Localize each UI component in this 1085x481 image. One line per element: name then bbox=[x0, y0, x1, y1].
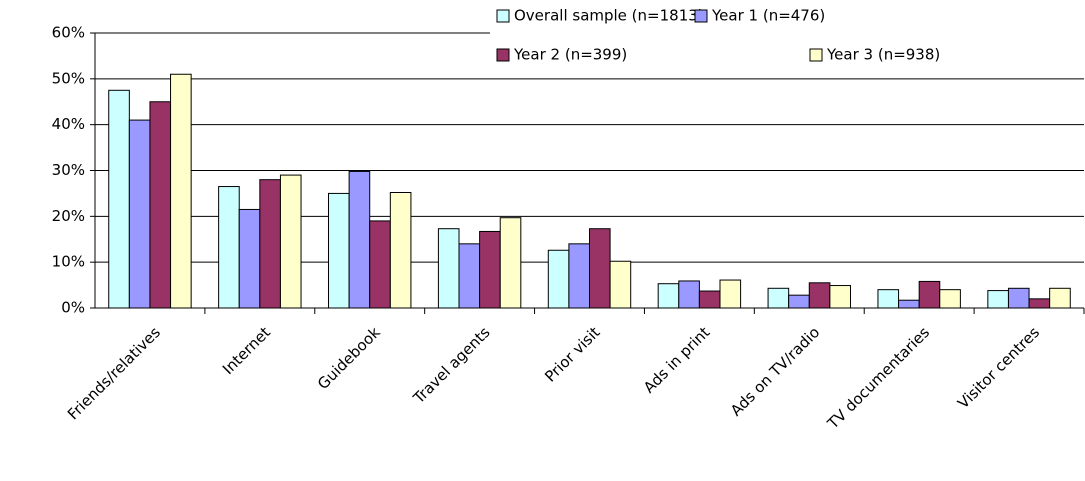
bar bbox=[218, 186, 240, 309]
legend-swatch bbox=[496, 48, 510, 62]
legend-swatch bbox=[809, 48, 823, 62]
bar bbox=[788, 294, 810, 309]
bar bbox=[767, 287, 790, 309]
bar bbox=[437, 228, 460, 309]
bar bbox=[499, 217, 522, 309]
bar bbox=[128, 119, 151, 309]
bar bbox=[328, 192, 350, 309]
bar bbox=[108, 89, 130, 309]
legend-label: Year 2 (n=399) bbox=[513, 46, 627, 64]
y-tick-label: 60% bbox=[52, 24, 85, 42]
bar bbox=[458, 243, 481, 309]
bar bbox=[698, 290, 721, 309]
bar bbox=[1028, 298, 1051, 309]
x-tick-label: Travel agents bbox=[409, 323, 494, 408]
y-tick-label: 10% bbox=[52, 253, 85, 271]
legend-box bbox=[490, 0, 1085, 72]
bar bbox=[369, 220, 391, 309]
bar bbox=[829, 285, 851, 309]
bar bbox=[238, 208, 261, 309]
bar bbox=[1007, 287, 1030, 309]
y-tick-label: 30% bbox=[52, 161, 85, 179]
y-tick-label: 40% bbox=[52, 115, 85, 133]
legend-swatch bbox=[694, 9, 708, 23]
bar bbox=[259, 179, 281, 309]
bar bbox=[348, 170, 371, 309]
bar bbox=[589, 228, 611, 309]
bar bbox=[987, 290, 1009, 309]
bar bbox=[149, 101, 172, 309]
bar bbox=[609, 260, 632, 309]
bar bbox=[547, 249, 570, 309]
bar bbox=[918, 280, 941, 309]
bar bbox=[170, 73, 192, 309]
x-tick-label: Internet bbox=[219, 323, 274, 378]
y-tick-label: 20% bbox=[52, 207, 85, 225]
y-tick-label: 50% bbox=[52, 69, 85, 87]
x-tick-label: Friends/relatives bbox=[64, 323, 164, 423]
x-tick-label: Visitor centres bbox=[954, 323, 1043, 412]
bar bbox=[877, 289, 900, 309]
x-tick-label: Prior visit bbox=[541, 323, 603, 385]
bar bbox=[939, 289, 961, 309]
bar bbox=[1049, 287, 1071, 309]
legend-label: Year 3 (n=938) bbox=[826, 46, 940, 64]
x-tick-label: Guidebook bbox=[314, 323, 384, 393]
bar bbox=[479, 230, 501, 309]
x-tick-label: Ads in print bbox=[640, 323, 713, 396]
x-tick-label: Ads on TV/radio bbox=[727, 323, 823, 419]
legend-label: Year 1 (n=476) bbox=[711, 7, 825, 25]
bar bbox=[568, 243, 590, 309]
bar bbox=[657, 283, 680, 309]
bar bbox=[389, 192, 412, 309]
legend-label: Overall sample (n=1813) bbox=[514, 7, 704, 25]
bar bbox=[808, 282, 831, 309]
x-tick-label: TV documentaries bbox=[823, 323, 933, 433]
bar bbox=[898, 299, 920, 309]
bar bbox=[279, 174, 302, 309]
y-tick-label: 0% bbox=[61, 299, 85, 317]
bar bbox=[719, 279, 742, 309]
legend-swatch bbox=[496, 9, 510, 23]
bar bbox=[678, 280, 700, 309]
